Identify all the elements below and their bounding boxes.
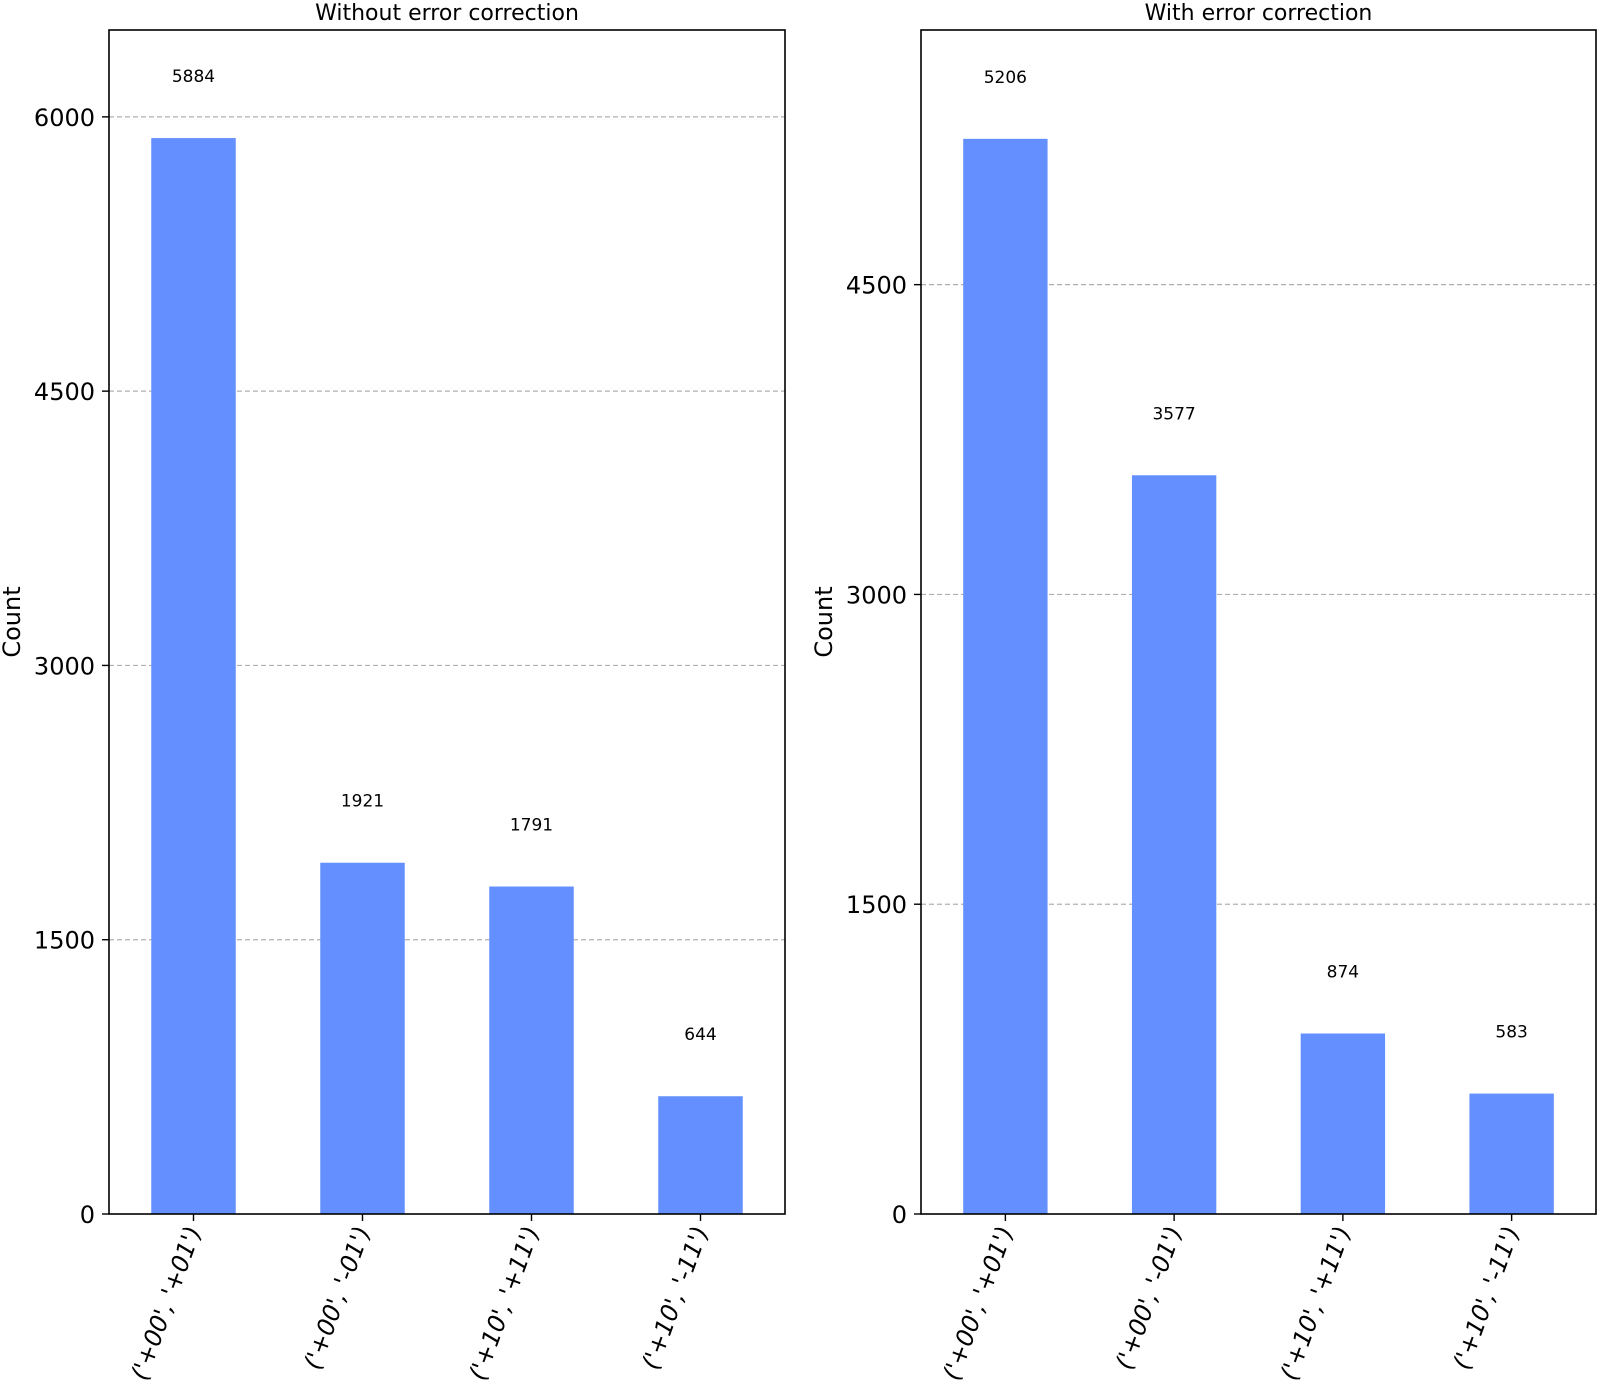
bar-value-label: 1921 — [341, 792, 384, 812]
x-tick-label: ('+00', '-01') — [1110, 1222, 1188, 1373]
chart-without-error-correction: 5884 1921 1791 644 0 1500 3000 4500 6000 ('+00', … — [0, 1, 786, 1384]
y-tick-label: 6000 — [34, 104, 95, 132]
bar-value-label: 644 — [684, 1025, 716, 1045]
bar-value-label: 5884 — [172, 67, 215, 87]
y-tick-label: 1500 — [846, 891, 907, 919]
bar-3 — [1469, 1093, 1554, 1214]
y-tick-label: 4500 — [846, 272, 907, 300]
chart-with-error-correction: 5206 3577 874 583 0 1500 3000 4500 ('+00', '+01'… — [810, 1, 1597, 1384]
y-tick-label: 4500 — [34, 378, 95, 406]
bar-1 — [1131, 475, 1217, 1214]
y-axis-label: Count — [0, 586, 26, 657]
y-tick-label: 0 — [80, 1201, 95, 1229]
plot-frame — [108, 29, 786, 1215]
bar-0 — [151, 138, 236, 1214]
x-tick-label: ('+10', '-11') — [1448, 1222, 1526, 1373]
x-tick-label: ('+10', '+11') — [1275, 1222, 1357, 1383]
bar-2 — [1300, 1033, 1386, 1214]
y-axis-label: Count — [810, 586, 838, 657]
bar-value-label: 1791 — [510, 816, 553, 836]
x-tick-label: ('+10', '-11') — [636, 1222, 714, 1373]
y-tick-label: 3000 — [846, 581, 907, 609]
bar-3 — [658, 1096, 743, 1214]
bar-value-label: 874 — [1327, 962, 1359, 982]
bar-value-label: 5206 — [984, 68, 1027, 88]
y-tick-label: 1500 — [34, 927, 95, 955]
y-tick-label: 3000 — [34, 652, 95, 680]
y-tick-label: 0 — [892, 1201, 907, 1229]
bar-1 — [320, 862, 405, 1214]
x-tick-label: ('+00', '-01') — [298, 1222, 376, 1373]
bar-0 — [963, 138, 1048, 1215]
bar-value-label: 583 — [1495, 1023, 1527, 1043]
chart-title: Without error correction — [315, 1, 579, 26]
plot-frame — [920, 29, 1597, 1215]
x-tick-label: ('+10', '+11') — [464, 1222, 546, 1383]
x-tick-label: ('+00', '+01') — [937, 1222, 1019, 1383]
chart-title: With error correction — [1145, 1, 1373, 26]
x-tick-label: ('+00', '+01') — [126, 1222, 208, 1383]
bar-2 — [489, 886, 574, 1214]
bar-value-label: 3577 — [1152, 404, 1195, 424]
